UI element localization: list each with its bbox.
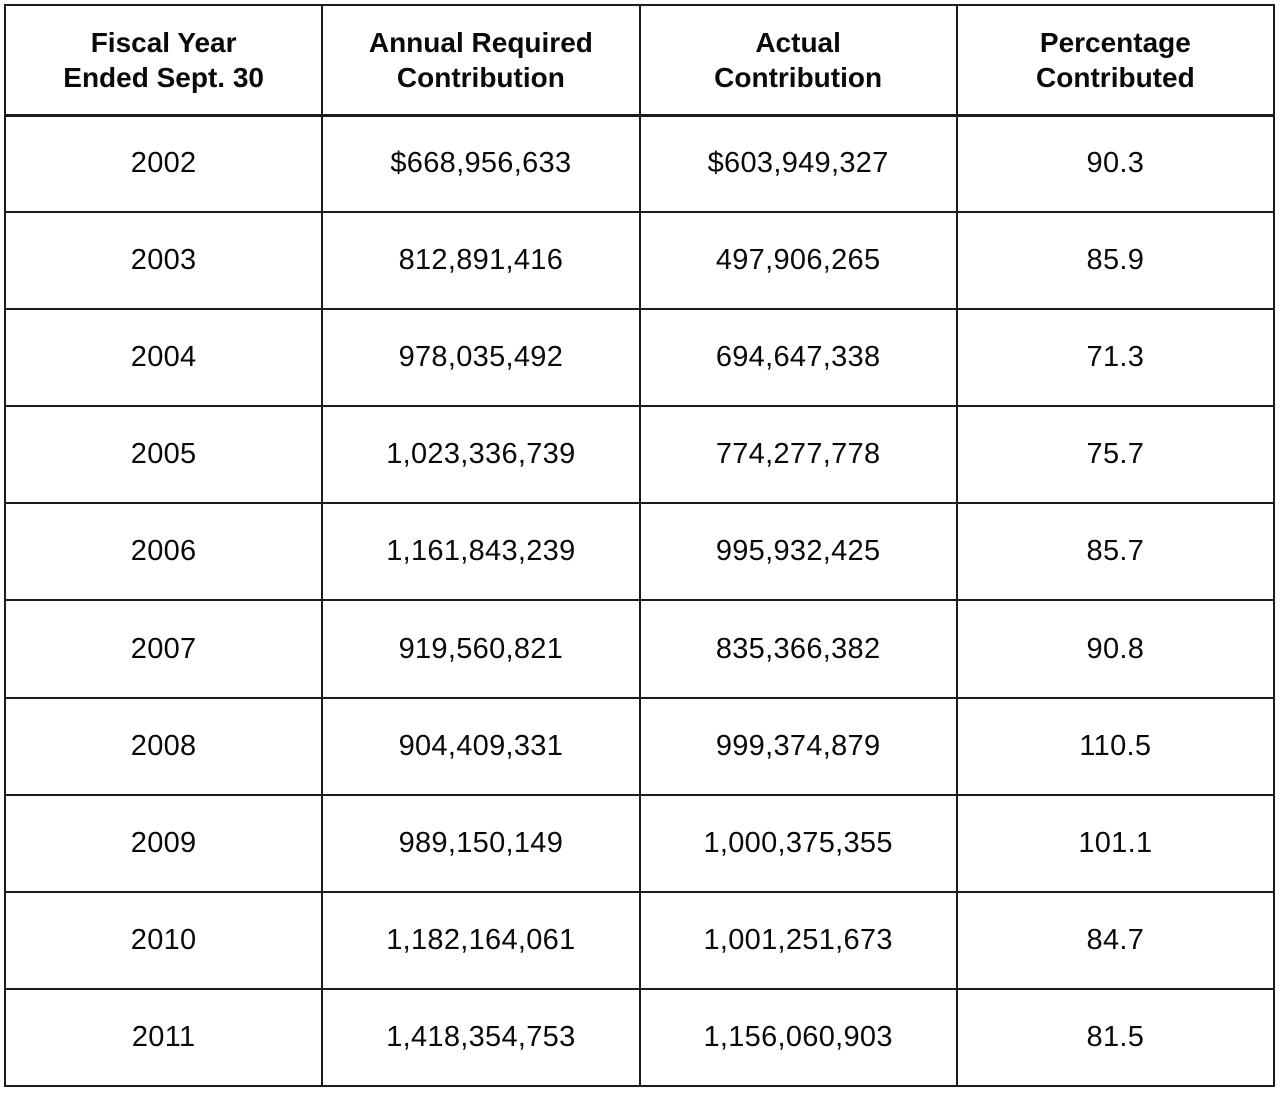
annual-required-contribution-cell: 1,182,164,061 <box>321 890 641 990</box>
table-row: 2011 1,418,354,753 1,156,060,903 81.5 <box>3 987 1276 1088</box>
col-header-actual-line2: Contribution <box>714 61 883 93</box>
actual-contribution-cell: 1,001,251,673 <box>638 890 958 990</box>
col-header-percentage-line1: Percentage <box>1039 26 1191 58</box>
actual-contribution-cell: 497,906,265 <box>638 211 958 311</box>
percentage-contributed-cell: 71.3 <box>955 308 1276 408</box>
col-header-annual-required-line2: Contribution <box>396 61 565 93</box>
fiscal-year-cell: 2006 <box>3 502 324 602</box>
actual-contribution-cell: 999,374,879 <box>638 696 958 796</box>
annual-required-contribution-cell: 1,023,336,739 <box>321 405 641 505</box>
fiscal-year-cell: 2011 <box>3 987 324 1088</box>
col-header-percentage-contributed: Percentage Contributed <box>955 4 1276 117</box>
percentage-contributed-cell: 110.5 <box>955 696 1276 796</box>
table-row: 2005 1,023,336,739 774,277,778 75.7 <box>3 405 1276 505</box>
table-row: 2008 904,409,331 999,374,879 110.5 <box>3 696 1276 796</box>
col-header-fiscal-year: Fiscal Year Ended Sept. 30 <box>3 4 324 117</box>
fiscal-year-cell: 2004 <box>3 308 324 408</box>
percentage-contributed-cell: 90.8 <box>955 599 1276 699</box>
actual-contribution-cell: 694,647,338 <box>638 308 958 408</box>
table-row: 2007 919,560,821 835,366,382 90.8 <box>3 599 1276 699</box>
annual-required-contribution-cell: $668,956,633 <box>321 113 641 214</box>
col-header-annual-required-contribution: Annual Required Contribution <box>321 4 641 117</box>
actual-contribution-cell: 774,277,778 <box>638 405 958 505</box>
actual-contribution-cell: $603,949,327 <box>638 113 958 214</box>
table-body: 2002 $668,956,633 $603,949,327 90.3 2003 812,… <box>3 113 1276 1088</box>
percentage-contributed-cell: 81.5 <box>955 987 1276 1088</box>
col-header-actual-contribution: Actual Contribution <box>638 4 958 117</box>
table-header-row: Fiscal Year Ended Sept. 30 Annual Requir… <box>3 4 1276 117</box>
fiscal-year-cell: 2009 <box>3 793 324 893</box>
fiscal-year-cell: 2010 <box>3 890 324 990</box>
percentage-contributed-cell: 85.7 <box>955 502 1276 602</box>
percentage-contributed-cell: 90.3 <box>955 113 1276 214</box>
annual-required-contribution-cell: 989,150,149 <box>321 793 641 893</box>
fiscal-year-cell: 2003 <box>3 211 324 311</box>
table-row: 2004 978,035,492 694,647,338 71.3 <box>3 308 1276 408</box>
percentage-contributed-cell: 75.7 <box>955 405 1276 505</box>
col-header-percentage-line2: Contributed <box>1036 61 1195 93</box>
fiscal-year-cell: 2007 <box>3 599 324 699</box>
actual-contribution-cell: 1,000,375,355 <box>638 793 958 893</box>
contributions-table-container: Fiscal Year Ended Sept. 30 Annual Requir… <box>3 4 1276 1088</box>
fiscal-year-cell: 2008 <box>3 696 324 796</box>
percentage-contributed-cell: 101.1 <box>955 793 1276 893</box>
actual-contribution-cell: 835,366,382 <box>638 599 958 699</box>
col-header-fiscal-year-line2: Ended Sept. 30 <box>63 61 264 93</box>
col-header-annual-required-line1: Annual Required <box>368 26 593 58</box>
annual-required-contribution-cell: 904,409,331 <box>321 696 641 796</box>
col-header-actual-line1: Actual <box>755 26 841 58</box>
annual-required-contribution-cell: 1,161,843,239 <box>321 502 641 602</box>
actual-contribution-cell: 995,932,425 <box>638 502 958 602</box>
annual-required-contribution-cell: 919,560,821 <box>321 599 641 699</box>
percentage-contributed-cell: 84.7 <box>955 890 1276 990</box>
table-row: 2006 1,161,843,239 995,932,425 85.7 <box>3 502 1276 602</box>
table-row: 2002 $668,956,633 $603,949,327 90.3 <box>3 113 1276 214</box>
annual-required-contribution-cell: 812,891,416 <box>321 211 641 311</box>
annual-required-contribution-cell: 978,035,492 <box>321 308 641 408</box>
fiscal-year-cell: 2005 <box>3 405 324 505</box>
actual-contribution-cell: 1,156,060,903 <box>638 987 958 1088</box>
annual-required-contribution-cell: 1,418,354,753 <box>321 987 641 1088</box>
percentage-contributed-cell: 85.9 <box>955 211 1276 311</box>
pension-contributions-table: Fiscal Year Ended Sept. 30 Annual Requir… <box>3 4 1276 1088</box>
col-header-fiscal-year-line1: Fiscal Year <box>90 26 237 58</box>
table-row: 2003 812,891,416 497,906,265 85.9 <box>3 211 1276 311</box>
fiscal-year-cell: 2002 <box>3 113 324 214</box>
table-row: 2009 989,150,149 1,000,375,355 101.1 <box>3 793 1276 893</box>
table-row: 2010 1,182,164,061 1,001,251,673 84.7 <box>3 890 1276 990</box>
